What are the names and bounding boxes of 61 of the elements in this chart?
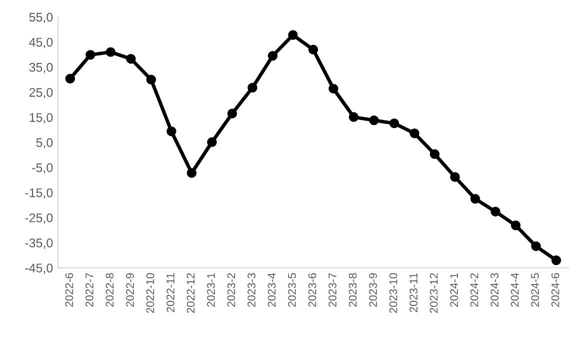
- point: [166, 126, 176, 136]
- x-tick-label: 2023-6: [308, 273, 316, 307]
- y-tick-label: 25,0: [29, 88, 53, 98]
- x-tick-label: 2022-6: [65, 273, 74, 307]
- point: [146, 74, 156, 85]
- point: [248, 82, 258, 93]
- point: [490, 206, 500, 216]
- point: [65, 74, 76, 84]
- y-tick-label: 55,0: [29, 12, 53, 24]
- point: [86, 50, 96, 60]
- point: [450, 172, 460, 182]
- y-tick-label: 45,0: [29, 38, 53, 48]
- y-tick-label: 5,0: [36, 138, 53, 149]
- x-tick-label: 2023-2: [227, 273, 236, 307]
- x-tick-label: 2023-1: [207, 273, 215, 307]
- x-tick-label: 2023-7: [328, 273, 336, 307]
- x-tick-label: 2022-7: [86, 273, 94, 307]
- y-tick-label: -5,0: [32, 163, 53, 174]
- x-tick-label: 2023-10: [389, 273, 398, 313]
- x-tick-label: 2023-4: [268, 272, 276, 307]
- point: [430, 149, 440, 160]
- point: [410, 128, 420, 138]
- x-tick-label: 2024-3: [490, 273, 498, 307]
- point: [369, 115, 379, 126]
- point: [288, 30, 298, 40]
- y-tick-label: -35,0: [25, 238, 53, 249]
- point: [551, 255, 562, 266]
- point: [470, 194, 480, 204]
- x-tick-label: 2022-9: [126, 273, 134, 307]
- y-tick-label: -45,0: [25, 264, 53, 274]
- point: [308, 44, 318, 54]
- point: [531, 241, 541, 252]
- point: [510, 220, 521, 230]
- x-tick-label: 2022-11: [166, 273, 174, 312]
- x-tick-label: 2024-1: [450, 273, 458, 307]
- point: [389, 118, 400, 128]
- point: [348, 112, 359, 122]
- y-tick-label: 35,0: [29, 62, 53, 74]
- x-tick-label: 2023-12: [430, 273, 438, 313]
- point: [126, 54, 136, 64]
- point: [207, 137, 217, 147]
- point: [106, 47, 116, 57]
- x-tick-label: 2024-2: [470, 273, 478, 307]
- point: [268, 50, 278, 61]
- point: [227, 108, 238, 118]
- point: [328, 84, 338, 94]
- x-tick-label: 2024-5: [531, 273, 539, 307]
- x-tick-label: 2023-8: [348, 273, 357, 307]
- x-tick-label: 2024-6: [551, 273, 560, 307]
- x-tick-label: 2023-9: [369, 273, 377, 307]
- x-tick-label: 2024-4: [510, 272, 519, 307]
- x-tick-label: 2023-5: [288, 273, 296, 307]
- x-tick-label: 2023-3: [248, 273, 256, 307]
- x-tick-label: 2023-11: [410, 273, 418, 312]
- x-tick-label: 2022-12: [186, 273, 195, 313]
- y-tick-label: -25,0: [25, 213, 53, 224]
- x-tick-label: 2022-8: [106, 273, 114, 307]
- point: [186, 168, 197, 178]
- y-tick-label: -15,0: [25, 188, 53, 199]
- y-tick-label: 15,0: [30, 113, 53, 124]
- x-tick-label: 2022-10: [146, 273, 154, 313]
